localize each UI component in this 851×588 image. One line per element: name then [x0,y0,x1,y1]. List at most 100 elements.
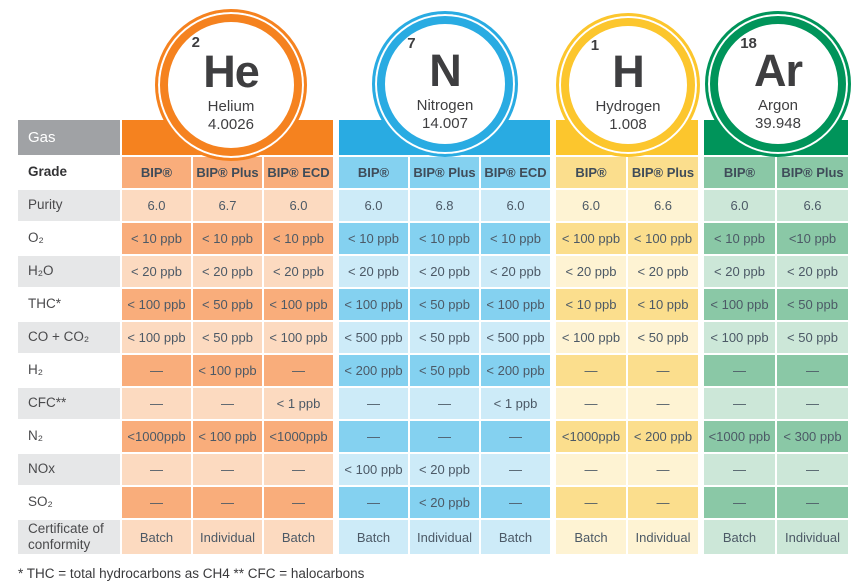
table-cell: < 100 ppb [556,223,626,254]
table-row: Certificate of conformity Batch Individual… [18,520,848,554]
table-cell: BIP® [704,157,775,188]
group-gap [700,256,702,287]
group-gap [700,157,702,188]
table-cell: <1000ppb [264,421,333,452]
table-row: Purity 6.0 6.7 6.0 6.0 6.8 6.0 6.0 6.6 6.0 6.6 [18,190,848,221]
table-row: THC* < 100 ppb < 50 ppb < 100 ppb < 100 ppb <… [18,289,848,320]
table-cell: — [481,454,550,485]
table-cell: — [122,355,191,386]
group-gap [552,190,554,221]
table-cell: < 50 ppb [628,322,698,353]
group-gap [700,388,702,419]
table-cell: Individual [410,520,479,554]
table-cell: 6.0 [481,190,550,221]
atomic-number: 18 [740,35,757,52]
table-cell: — [628,388,698,419]
element-symbol: Ar [753,45,803,96]
row-label: CO + CO₂ [18,322,120,353]
table-cell: < 100 ppb [122,289,191,320]
table-cell: < 100 ppb [628,223,698,254]
element-circle-content: N Nitrogen 14.007 [375,14,515,154]
table-cell: Batch [122,520,191,554]
group-gap [335,487,337,518]
element-circle-content: Ar Argon 39.948 [708,14,848,154]
group-gap [552,157,554,188]
table-cell: — [264,487,333,518]
table-cell: Batch [556,520,626,554]
table-cell: Individual [193,520,262,554]
table-cell: Individual [777,520,848,554]
group-gap [335,355,337,386]
element-circle-argon: 18 Ar Argon 39.948 [705,11,851,157]
group-gap [552,256,554,287]
table-cell: < 20 ppb [339,256,408,287]
table-cell: Batch [264,520,333,554]
table-cell: < 50 ppb [410,355,479,386]
table-cell: 6.6 [777,190,848,221]
table-row: Grade BIP® BIP® Plus BIP® ECD BIP® BIP® Plus B… [18,157,848,188]
group-gap [700,454,702,485]
table-cell: BIP® Plus [410,157,479,188]
table-row: H₂ — < 100 ppb — < 200 ppb < 50 ppb < 200 ppb —… [18,355,848,386]
table-cell: < 50 ppb [410,322,479,353]
table-cell: < 100 ppb [122,322,191,353]
table-cell: BIP® [339,157,408,188]
table-cell: < 100 ppb [339,454,408,485]
table-cell: < 50 ppb [193,289,262,320]
table-cell: 6.0 [264,190,333,221]
element-name: Helium [207,98,255,115]
row-label: THC* [18,289,120,320]
table-row: CFC** — — < 1 ppb — — < 1 ppb — — — — [18,388,848,419]
group-gap [335,157,337,188]
table-cell: < 100 ppb [556,322,626,353]
group-gap [552,120,554,155]
row-label: Purity [18,190,120,221]
table-cell: — [556,487,626,518]
table-cell: BIP® Plus [628,157,698,188]
table-cell: — [122,388,191,419]
atomic-mass: 14.007 [422,115,468,132]
table-cell: < 20 ppb [410,454,479,485]
element-symbol: N [429,45,461,96]
table-cell: BIP® [556,157,626,188]
table-cell: < 20 ppb [264,256,333,287]
element-symbol: H [612,46,644,97]
group-gap [552,487,554,518]
table-cell: — [410,421,479,452]
table-cell: < 10 ppb [264,223,333,254]
group-gap [552,355,554,386]
table-cell: 6.6 [628,190,698,221]
table-cell: < 50 ppb [777,289,848,320]
table-cell: < 500 ppb [481,322,550,353]
table-row: CO + CO₂ < 100 ppb < 50 ppb < 100 ppb < 500 … [18,322,848,353]
atomic-mass: 1.008 [609,116,647,133]
group-gap [700,421,702,452]
table-cell: < 10 ppb [556,289,626,320]
row-label: CFC** [18,388,120,419]
table-cell: < 100 ppb [704,322,775,353]
table-cell: BIP® Plus [193,157,262,188]
group-gap [335,421,337,452]
table-cell: — [628,454,698,485]
table-cell: — [777,454,848,485]
group-gap [552,223,554,254]
table-cell: < 50 ppb [777,322,848,353]
table-cell: — [264,454,333,485]
purity-spec-table: Gas Grade BIP® BIP® Plus BIP® ECD BIP® BIP® Pl… [18,120,848,554]
table-cell: BIP® ECD [264,157,333,188]
table-cell: Batch [339,520,408,554]
table-cell: 6.0 [556,190,626,221]
group-gap [700,190,702,221]
group-gap [335,520,337,554]
table-cell: — [704,454,775,485]
group-gap [700,223,702,254]
table-cell: 6.7 [193,190,262,221]
row-label: Certificate of conformity [18,520,120,554]
table-cell: < 200 ppb [628,421,698,452]
table-cell: 6.0 [704,190,775,221]
element-symbol: He [203,46,260,97]
table-cell: — [339,487,408,518]
group-gap [552,388,554,419]
table-cell: — [704,388,775,419]
table-cell: < 100 ppb [339,289,408,320]
